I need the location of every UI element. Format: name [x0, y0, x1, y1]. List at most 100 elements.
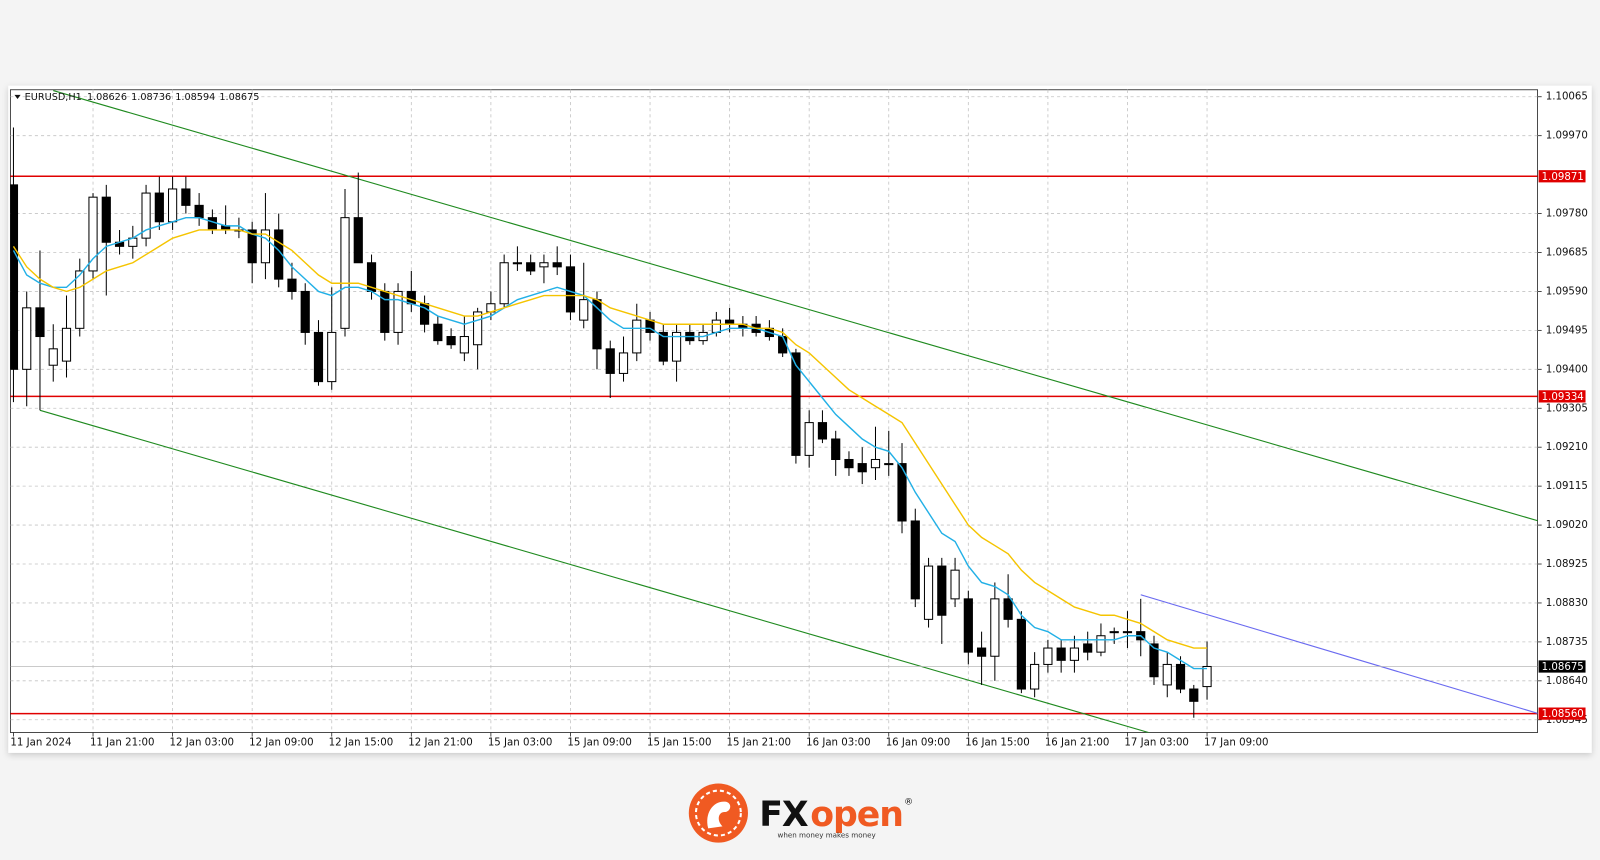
- level-label: 1.08560: [1542, 709, 1584, 720]
- chart-header: EURUSD,H1 1.08626 1.08736 1.08594 1.08675: [25, 92, 260, 103]
- plot-area: [10, 90, 1538, 733]
- candle-body: [817, 422, 828, 440]
- candle-body: [1056, 647, 1066, 661]
- candle-body: [393, 290, 403, 333]
- candle-body: [154, 192, 164, 223]
- candle-body: [48, 348, 58, 366]
- y-tick-label: 1.09970: [1546, 131, 1588, 142]
- candle-body: [1122, 631, 1133, 634]
- candle-body: [446, 336, 456, 346]
- y-tick-label: 1.09305: [1546, 403, 1588, 414]
- logo: FX open ® when money makes money: [688, 783, 913, 843]
- candle-body: [287, 278, 297, 292]
- x-tick-label: 17 Jan 09:00: [1204, 738, 1269, 749]
- candle-body: [88, 196, 98, 272]
- candle-body: [353, 217, 363, 264]
- x-tick-label: 15 Jan 09:00: [567, 738, 632, 749]
- candle-body: [340, 217, 350, 329]
- x-tick-label: 16 Jan 03:00: [806, 738, 871, 749]
- price-label-box: [1538, 660, 1586, 673]
- candle-body: [22, 307, 32, 370]
- y-tick-label: 1.09210: [1546, 442, 1588, 453]
- x-tick-label: 11 Jan 21:00: [90, 738, 155, 749]
- candle-body: [313, 331, 324, 383]
- brand-fx: FX: [759, 795, 809, 835]
- x-tick-label: 16 Jan 09:00: [886, 738, 951, 749]
- candle-body: [207, 217, 217, 231]
- candle-body: [870, 458, 881, 469]
- candle-body: [539, 262, 549, 268]
- x-tick-label: 12 Jan 03:00: [170, 738, 235, 749]
- candle-body: [711, 319, 721, 333]
- candle-body: [1202, 665, 1212, 688]
- candle-body: [300, 290, 310, 333]
- candle-body: [1083, 643, 1093, 653]
- candle-body: [618, 352, 629, 374]
- y-tick-label: 1.09400: [1546, 364, 1588, 375]
- candle-body: [75, 270, 85, 329]
- candle-body: [658, 331, 668, 362]
- candle-body: [459, 336, 469, 354]
- registered-mark: ®: [904, 796, 913, 807]
- candle-body: [101, 196, 111, 243]
- candle-body: [61, 327, 72, 362]
- x-tick-label: 15 Jan 15:00: [647, 738, 712, 749]
- y-tick-label: 1.09590: [1546, 286, 1588, 297]
- candle-body: [1189, 688, 1199, 702]
- x-tick-label: 15 Jan 21:00: [727, 738, 792, 749]
- candle-body: [605, 348, 615, 374]
- x-tick-label: 12 Jan 21:00: [408, 738, 473, 749]
- candle-body: [10, 184, 19, 370]
- logo-ring: [694, 789, 742, 837]
- trend-line: [39, 409, 1151, 733]
- candle-body: [844, 458, 854, 469]
- candle-body: [1109, 631, 1119, 634]
- y-tick-label: 1.09020: [1546, 520, 1588, 531]
- trend-line: [53, 90, 1538, 522]
- trend-line: [1140, 594, 1538, 714]
- axes: 1.10065 1.09970 1.09780 1.09685 1.09590 1.094…: [10, 92, 1587, 749]
- candle-body: [260, 229, 271, 264]
- x-tick-label: 12 Jan 15:00: [329, 738, 394, 749]
- candle-body: [141, 192, 151, 239]
- candle-body: [473, 311, 483, 346]
- high-value: 1.08736: [131, 92, 171, 103]
- candle-body: [632, 319, 642, 354]
- y-tick-label: 1.08925: [1546, 559, 1588, 570]
- candle-body: [976, 647, 987, 657]
- close-value: 1.08675: [219, 92, 259, 103]
- plot-frame: [9, 89, 1538, 733]
- ma-line: [12, 229, 1208, 649]
- y-tick-label: 1.09115: [1546, 481, 1588, 492]
- candle-body: [1149, 643, 1159, 678]
- candle-body: [512, 262, 523, 265]
- menu-triangle: [14, 94, 21, 99]
- candle-body: [181, 188, 191, 206]
- candle-body: [950, 569, 960, 600]
- x-tick-label: 16 Jan 21:00: [1045, 738, 1110, 749]
- y-tick-label: 1.09495: [1546, 325, 1588, 336]
- candle-body: [499, 262, 509, 305]
- level-label-box: [1538, 707, 1586, 720]
- candle-body: [671, 331, 682, 362]
- candle-body: [1030, 663, 1040, 690]
- level-label-box: [1538, 390, 1586, 403]
- x-tick-label: 11 Jan 2024: [10, 738, 71, 749]
- low-value: 1.08594: [175, 92, 215, 103]
- candle-body: [327, 331, 337, 383]
- level-label: 1.09334: [1542, 392, 1584, 403]
- candle-body: [526, 262, 536, 272]
- symbol: EURUSD,H1: [25, 92, 82, 103]
- candle-body: [897, 463, 907, 522]
- y-tick-label: 1.10065: [1546, 92, 1588, 103]
- candle-body: [1175, 663, 1186, 690]
- candle-body: [35, 307, 45, 338]
- brand-open: open: [810, 795, 903, 835]
- y-tick-label: 1.09685: [1546, 248, 1588, 259]
- y-tick-label: 1.08735: [1546, 637, 1588, 648]
- x-tick-label: 17 Jan 03:00: [1124, 738, 1189, 749]
- candle-body: [406, 290, 416, 305]
- candle-body: [923, 565, 934, 620]
